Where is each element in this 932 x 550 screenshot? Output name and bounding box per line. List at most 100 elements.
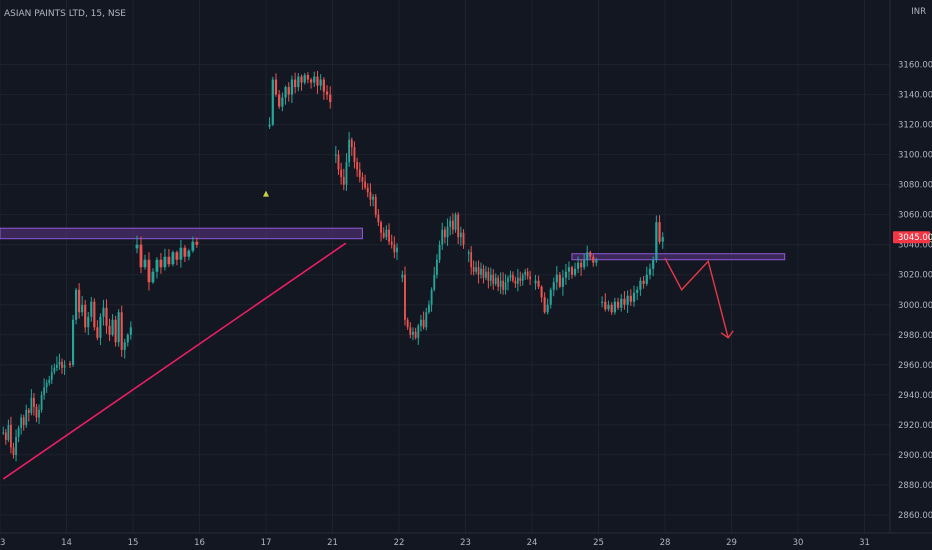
candle[interactable] <box>171 250 175 267</box>
candle[interactable] <box>504 274 507 295</box>
candle[interactable] <box>577 256 580 274</box>
candle[interactable] <box>369 183 372 207</box>
candle[interactable] <box>406 317 409 331</box>
candle[interactable] <box>366 183 369 198</box>
candle[interactable] <box>396 243 398 260</box>
candle[interactable] <box>449 216 452 236</box>
candle[interactable] <box>604 293 607 312</box>
candle[interactable] <box>342 168 345 191</box>
candle[interactable] <box>607 300 610 312</box>
candle[interactable] <box>297 73 300 92</box>
candle[interactable] <box>2 426 5 435</box>
candle[interactable] <box>53 363 56 375</box>
candle[interactable] <box>467 249 470 263</box>
candle[interactable] <box>451 213 454 235</box>
candle[interactable] <box>27 408 30 422</box>
candle[interactable] <box>516 268 519 292</box>
candle[interactable] <box>623 291 626 310</box>
candle[interactable] <box>629 289 632 306</box>
candle[interactable] <box>274 73 278 97</box>
candle[interactable] <box>294 72 297 94</box>
candle[interactable] <box>610 302 613 315</box>
candle[interactable] <box>290 75 294 104</box>
candle[interactable] <box>534 274 537 290</box>
candle[interactable] <box>105 299 108 334</box>
support-trendline[interactable] <box>2 242 347 480</box>
candle[interactable] <box>417 323 420 345</box>
candle[interactable] <box>377 209 380 227</box>
candle[interactable] <box>81 296 84 317</box>
candle[interactable] <box>592 254 595 267</box>
candle[interactable] <box>75 287 78 325</box>
candle[interactable] <box>191 236 195 253</box>
candle[interactable] <box>589 250 592 261</box>
candle[interactable] <box>648 263 652 280</box>
candle[interactable] <box>519 271 522 287</box>
candle[interactable] <box>454 212 457 233</box>
candle[interactable] <box>38 404 40 424</box>
candle[interactable] <box>537 275 540 289</box>
candle[interactable] <box>139 236 143 274</box>
candle[interactable] <box>10 416 12 454</box>
candle[interactable] <box>35 403 38 423</box>
candle[interactable] <box>147 252 151 291</box>
candle[interactable] <box>45 379 48 393</box>
candle[interactable] <box>540 285 543 303</box>
candle[interactable] <box>570 265 574 279</box>
candle[interactable] <box>48 375 51 386</box>
candle[interactable] <box>382 227 385 239</box>
candle[interactable] <box>555 266 558 291</box>
candle[interactable] <box>558 271 561 289</box>
candle[interactable] <box>151 268 155 284</box>
candle[interactable] <box>22 414 25 431</box>
candle[interactable] <box>303 72 306 85</box>
candle[interactable] <box>564 263 567 285</box>
candle[interactable] <box>71 314 75 368</box>
candle[interactable] <box>393 236 396 259</box>
candle[interactable] <box>167 248 171 268</box>
candle[interactable] <box>300 74 303 91</box>
candle[interactable] <box>284 85 287 105</box>
candle[interactable] <box>529 270 531 286</box>
candle[interactable] <box>108 318 111 342</box>
candle[interactable] <box>616 297 620 311</box>
candle[interactable] <box>521 272 524 286</box>
candle[interactable] <box>512 271 514 283</box>
candle[interactable] <box>526 267 529 280</box>
candle[interactable] <box>175 250 179 266</box>
candle[interactable] <box>658 215 661 244</box>
candle[interactable] <box>187 248 191 261</box>
candle[interactable] <box>117 309 120 347</box>
candle[interactable] <box>388 223 390 245</box>
candle[interactable] <box>561 269 564 296</box>
projection-path[interactable] <box>664 257 729 338</box>
candle[interactable] <box>642 276 645 289</box>
candle[interactable] <box>427 300 430 315</box>
candle[interactable] <box>374 193 377 218</box>
candle[interactable] <box>480 262 482 279</box>
candle[interactable] <box>524 269 527 280</box>
candle[interactable] <box>401 270 404 283</box>
resistance-zone[interactable] <box>0 227 363 240</box>
candle[interactable] <box>58 353 61 370</box>
candle[interactable] <box>25 404 28 428</box>
candle[interactable] <box>123 338 126 359</box>
candle[interactable] <box>329 86 332 109</box>
candle[interactable] <box>306 72 310 84</box>
candle[interactable] <box>422 311 425 330</box>
candle[interactable] <box>50 365 53 384</box>
candle[interactable] <box>489 267 492 287</box>
candle[interactable] <box>595 257 598 267</box>
candle[interactable] <box>287 82 290 102</box>
candle[interactable] <box>494 273 497 286</box>
time-axis[interactable]: 13 14 15 16 17 21 22 23 24 25 28 29 30 31 <box>0 532 932 548</box>
candle[interactable] <box>337 150 340 175</box>
candle[interactable] <box>99 313 102 346</box>
candle[interactable] <box>313 71 316 87</box>
candle[interactable] <box>639 277 642 296</box>
candle[interactable] <box>30 389 33 416</box>
price-axis[interactable]: 2860.00 2880.00 2900.00 2920.00 2940.00 2960.… <box>889 0 932 533</box>
candle[interactable] <box>636 286 639 301</box>
candle[interactable] <box>404 266 406 326</box>
candle[interactable] <box>358 162 361 183</box>
